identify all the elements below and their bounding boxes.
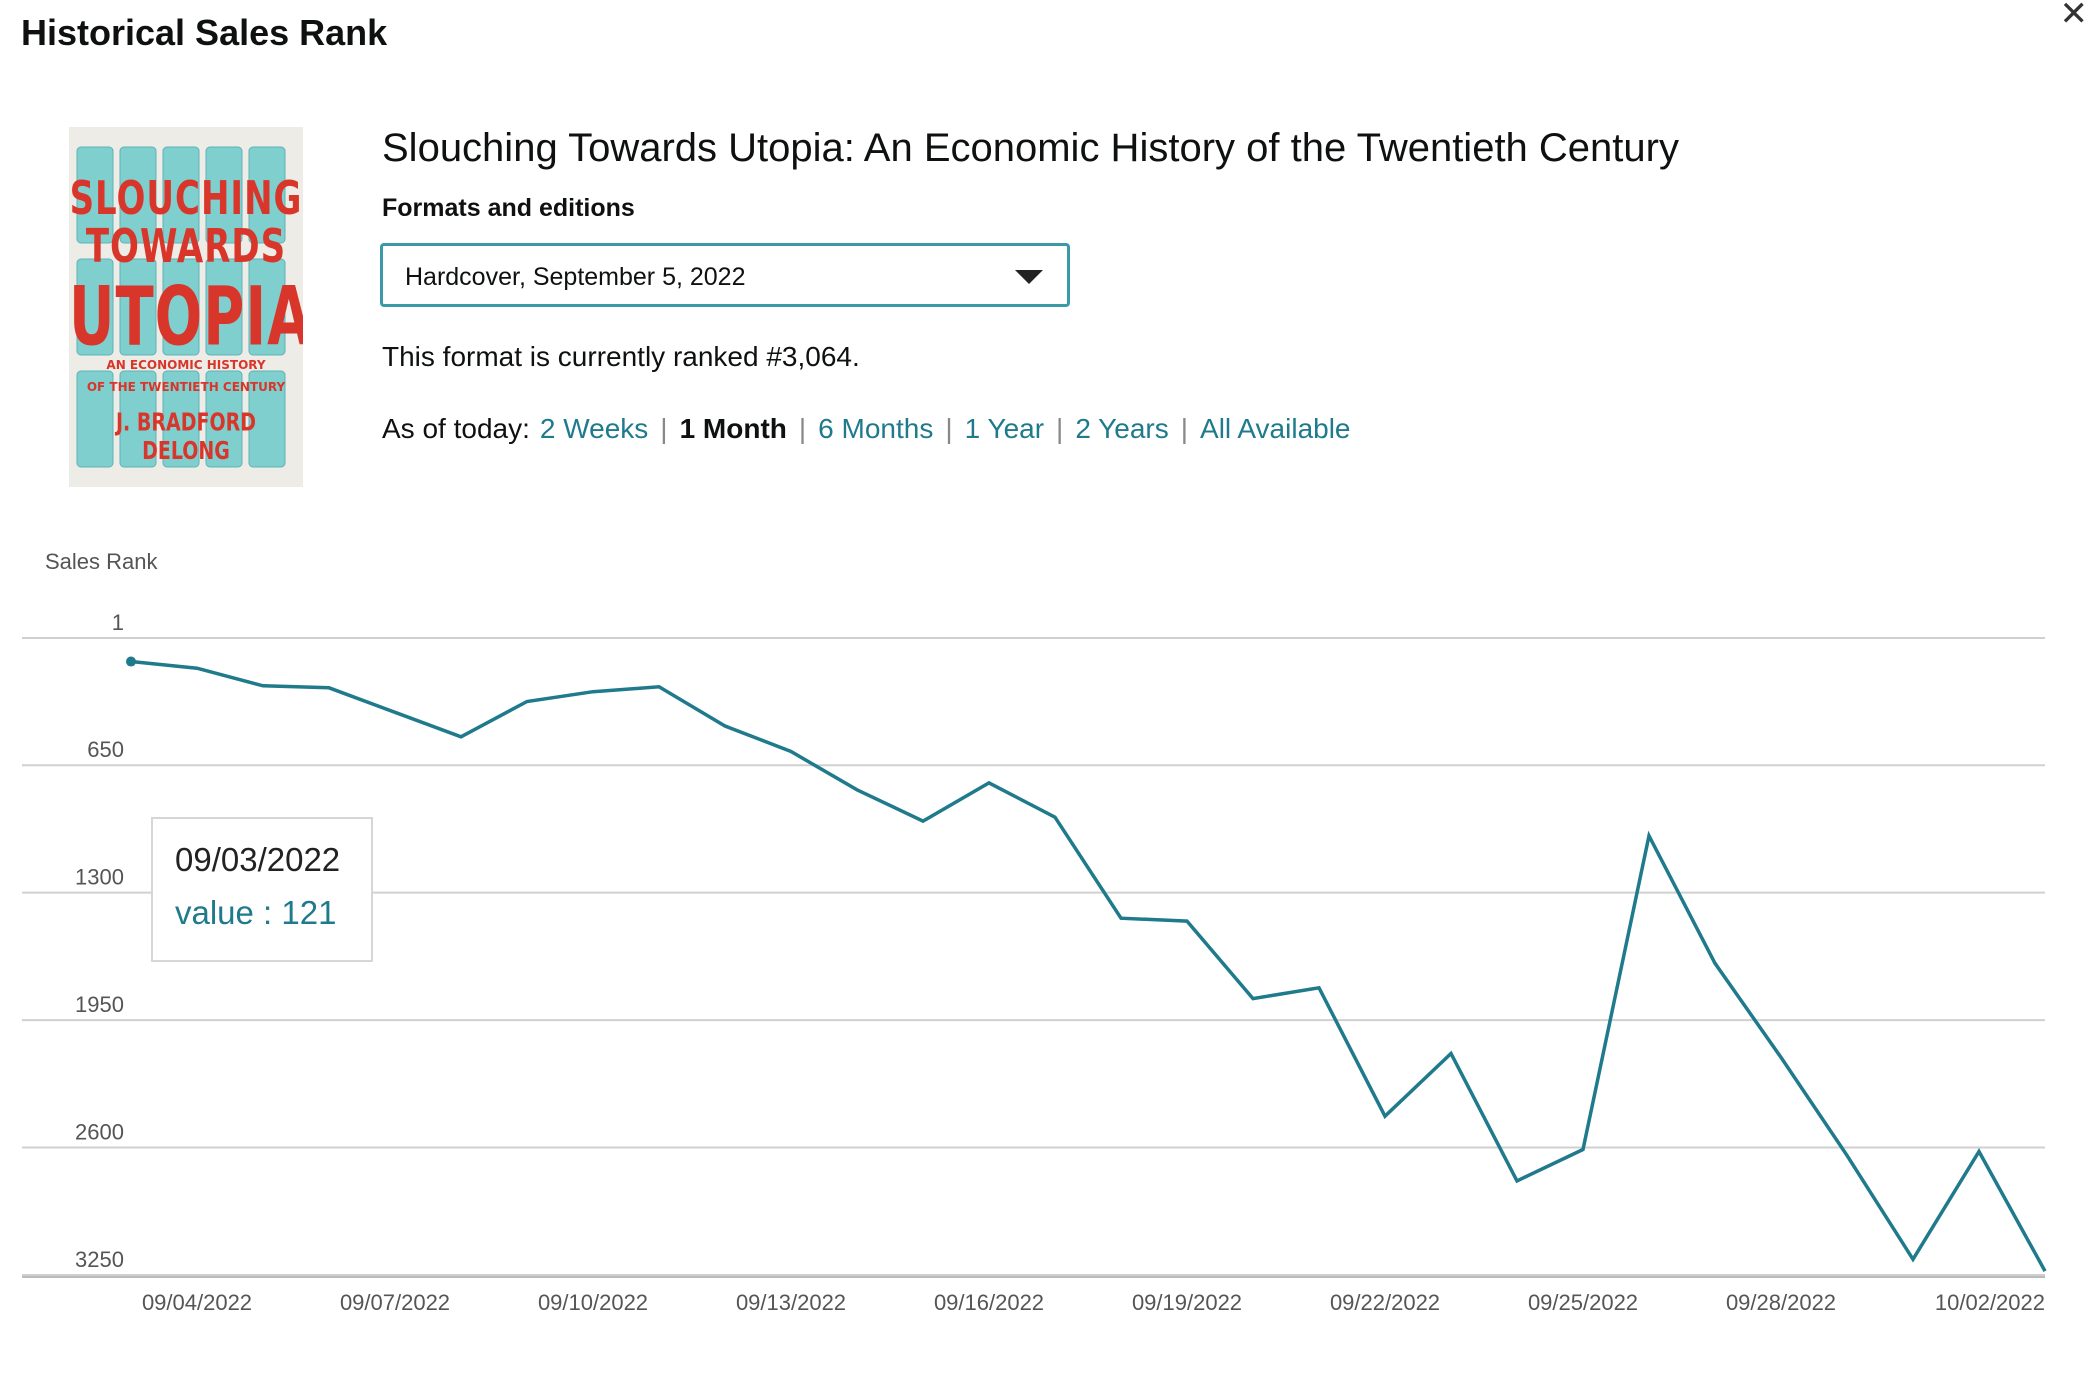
range-option-6-months[interactable]: 6 Months <box>818 413 934 444</box>
cover-title-line-1: SLOUCHING <box>69 172 303 226</box>
x-tick-label: 09/22/2022 <box>1330 1290 1440 1315</box>
y-tick-label: 1 <box>112 610 124 635</box>
cover-title-line-2: TOWARDS <box>85 220 287 274</box>
cover-fridge-pattern <box>76 146 286 468</box>
x-tick-label: 09/10/2022 <box>538 1290 648 1315</box>
chevron-down-icon <box>1015 270 1043 284</box>
x-tick-label: 09/13/2022 <box>736 1290 846 1315</box>
x-tick-label: 09/28/2022 <box>1726 1290 1836 1315</box>
cover-subtitle-2: OF THE TWENTIETH CENTURY <box>86 380 286 394</box>
range-option-1-month[interactable]: 1 Month <box>679 413 787 444</box>
y-tick-label: 3250 <box>75 1247 124 1272</box>
y-axis-title: Sales Rank <box>45 549 159 574</box>
y-tick-label: 2600 <box>75 1120 124 1145</box>
range-option-2-weeks[interactable]: 2 Weeks <box>539 413 649 444</box>
x-tick-label: 09/25/2022 <box>1528 1290 1638 1315</box>
tooltip-date: 09/03/2022 <box>175 841 341 878</box>
range-separator: | <box>798 413 807 444</box>
range-separator: | <box>1056 413 1064 444</box>
range-option-all-available[interactable]: All Available <box>1200 413 1351 444</box>
highlight-point <box>126 656 136 667</box>
formats-label: Formats and editions <box>382 194 635 222</box>
range-separator: | <box>945 413 953 444</box>
cover-subtitle-1: AN ECONOMIC HISTORY <box>106 358 266 372</box>
x-tick-label: 09/07/2022 <box>340 1290 450 1315</box>
x-tick-label: 09/19/2022 <box>1132 1290 1242 1315</box>
y-tick-label: 1300 <box>75 865 124 890</box>
format-select-value: Hardcover, September 5, 2022 <box>405 263 746 291</box>
x-tick-label: 10/02/2022 <box>1935 1290 2045 1315</box>
x-tick-label: 09/16/2022 <box>934 1290 1044 1315</box>
range-separator: | <box>660 413 668 444</box>
range-option-1-year[interactable]: 1 Year <box>964 413 1045 444</box>
book-cover: SLOUCHING TOWARDS UTOPIA AN ECONOMIC HIS… <box>69 127 303 487</box>
sales-rank-chart: Sales Rank 1 650 1300 1950 2600 3250 09/04/2022… <box>22 549 2047 1315</box>
range-selector: As of today: 2 Weeks | 1 Month | 6 Months | 1 Y… <box>382 413 1351 445</box>
book-title: Slouching Towards Utopia: An Economic Hi… <box>382 126 1679 170</box>
x-tick-label: 09/04/2022 <box>142 1290 252 1315</box>
page-heading: Historical Sales Rank <box>21 12 388 53</box>
tooltip-value: value : 121 <box>175 894 337 931</box>
y-tick-label: 650 <box>87 737 124 762</box>
format-select[interactable]: Hardcover, September 5, 2022 <box>380 243 1070 307</box>
range-option-2-years[interactable]: 2 Years <box>1075 413 1169 444</box>
range-lead-label: As of today: <box>382 413 530 444</box>
cover-author: J. BRADFORD DELONG <box>115 408 257 466</box>
range-separator: | <box>1180 413 1189 444</box>
current-rank-text: This format is currently ranked #3,064. <box>382 341 860 372</box>
y-tick-label: 1950 <box>75 992 124 1017</box>
cover-title-line-3: UTOPIA <box>69 270 303 365</box>
series-line <box>130 659 2047 1272</box>
close-icon[interactable]: ✕ <box>2059 0 2089 33</box>
chart-tooltip: 09/03/2022 value : 121 <box>151 817 373 962</box>
